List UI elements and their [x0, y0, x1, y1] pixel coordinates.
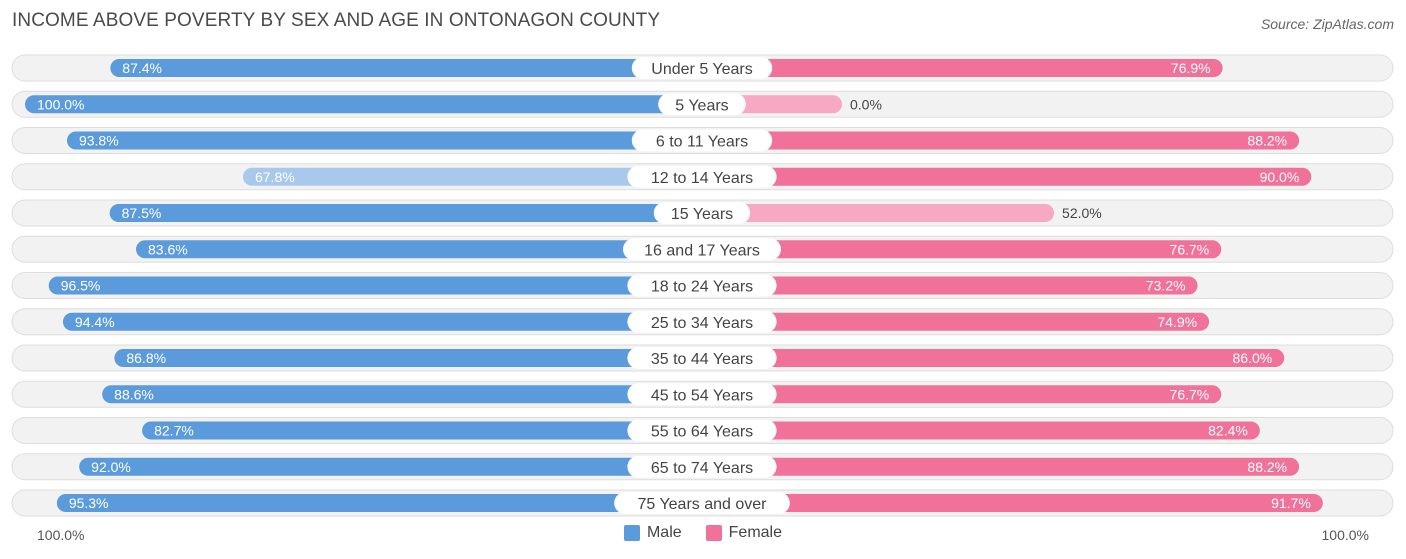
female-value-label: 88.2%: [1247, 459, 1287, 475]
male-bar: [56, 494, 703, 512]
male-value-label: 100.0%: [37, 96, 84, 112]
category-label: 65 to 74 Years: [651, 460, 753, 477]
legend-label-female: Female: [728, 524, 783, 541]
diverging-bar-chart: 87.4% 76.9% Under 5 Years 100.0% 0.0% 5 Years…: [11, 54, 1394, 517]
category-label: 18 to 24 Years: [651, 279, 753, 296]
female-bar: [702, 240, 1222, 259]
axis-left-label: 100.0%: [37, 527, 85, 543]
category-label: 25 to 34 Years: [651, 315, 753, 332]
category-label: Under 5 Years: [651, 61, 752, 78]
category-label: 12 to 14 Years: [651, 170, 753, 187]
axis-right-label: 100.0%: [1321, 527, 1369, 543]
category-label-background: [631, 57, 773, 79]
category-label-background: [631, 129, 773, 152]
category-label: 6 to 11 Years: [656, 134, 748, 151]
female-value-label: 73.2%: [1146, 278, 1186, 294]
female-value-label: 52.0%: [1062, 205, 1102, 221]
male-value-label: 96.5%: [61, 278, 101, 294]
male-bar: [136, 240, 702, 259]
female-value-label: 82.4%: [1208, 423, 1248, 439]
male-bar: [142, 421, 703, 440]
male-value-label: 94.4%: [75, 314, 115, 330]
male-value-label: 86.8%: [126, 350, 166, 366]
female-bar: [702, 276, 1198, 295]
male-bar: [242, 167, 702, 186]
legend-swatch-male: [623, 525, 640, 541]
legend-item-female: Female: [705, 524, 783, 542]
category-label: 55 to 64 Years: [651, 424, 753, 441]
male-bar: [62, 312, 703, 331]
male-value-label: 87.4%: [122, 60, 162, 76]
female-bar: [702, 494, 1323, 512]
female-bar: [702, 421, 1260, 440]
category-label: 35 to 44 Years: [651, 351, 753, 368]
category-label-background: [614, 492, 790, 514]
male-value-label: 83.6%: [148, 241, 188, 257]
male-bar: [25, 95, 702, 114]
category-label-background: [627, 310, 777, 333]
category-label-background: [653, 202, 751, 224]
source-credit: Source: ZipAtlas.com: [1260, 16, 1394, 32]
category-label: 45 to 54 Years: [651, 387, 753, 404]
female-bar: [702, 457, 1300, 476]
female-bar: [702, 349, 1285, 367]
male-bar: [109, 204, 702, 222]
female-value-label: 88.2%: [1247, 133, 1287, 149]
category-label: 5 Years: [675, 97, 728, 114]
male-bar: [79, 457, 702, 476]
female-bar: [702, 204, 1055, 222]
category-label-background: [627, 455, 777, 478]
female-bar: [702, 131, 1300, 150]
legend: Male Female: [0, 524, 1406, 542]
category-label-background: [627, 347, 777, 369]
legend-swatch-female: [705, 525, 722, 541]
category-label: 15 Years: [671, 206, 733, 223]
male-value-label: 95.3%: [69, 495, 109, 511]
male-bar: [66, 131, 702, 150]
female-bar: [702, 59, 1223, 77]
female-bar: [702, 167, 1312, 186]
category-label-background: [627, 419, 777, 442]
female-value-label: 74.9%: [1157, 314, 1197, 330]
legend-item-male: Male: [623, 524, 682, 542]
category-label-background: [627, 274, 777, 297]
category-label: 75 Years and over: [638, 496, 768, 513]
male-value-label: 67.8%: [255, 169, 295, 185]
female-value-label: 76.9%: [1171, 60, 1211, 76]
female-value-label: 90.0%: [1260, 169, 1300, 185]
legend-label-male: Male: [646, 524, 682, 541]
male-value-label: 82.7%: [154, 423, 194, 439]
category-label-background: [658, 93, 746, 116]
male-value-label: 93.8%: [79, 133, 119, 149]
male-bar: [114, 349, 702, 367]
male-bar: [48, 276, 702, 295]
category-label-background: [627, 383, 777, 406]
female-value-label: 76.7%: [1170, 386, 1210, 402]
female-value-label: 0.0%: [850, 96, 882, 112]
male-bar: [110, 59, 702, 77]
female-value-label: 76.7%: [1170, 241, 1210, 257]
male-bar: [102, 385, 703, 404]
category-label-background: [627, 165, 777, 188]
male-value-label: 88.6%: [114, 386, 154, 402]
female-bar: [702, 385, 1222, 404]
category-label-background: [623, 238, 781, 261]
female-value-label: 86.0%: [1233, 350, 1273, 366]
male-value-label: 87.5%: [122, 205, 162, 221]
male-value-label: 92.0%: [91, 459, 131, 475]
chart-title: INCOME ABOVE POVERTY BY SEX AND AGE IN O…: [12, 10, 661, 31]
female-bar: [702, 312, 1210, 331]
female-value-label: 91.7%: [1271, 495, 1311, 511]
category-label: 16 and 17 Years: [644, 242, 760, 259]
